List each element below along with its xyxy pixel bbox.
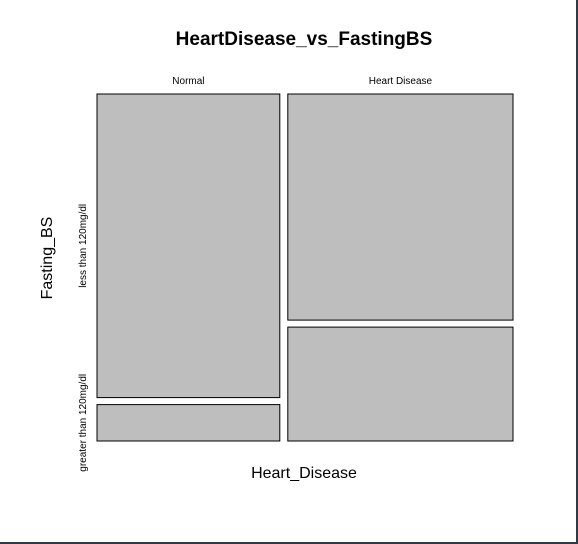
chart-title: HeartDisease_vs_FastingBS (176, 29, 433, 50)
y-axis-label: Fasting_BS (39, 217, 56, 300)
mosaic-cell-0-1 (96, 404, 281, 442)
x-tick-label: Normal (172, 76, 204, 87)
y-tick-labels: less than 120mg/dl greater than 120mg/dl (78, 204, 89, 472)
y-tick-label: less than 120mg/dl (78, 204, 89, 288)
x-tick-labels: Normal Heart Disease (172, 76, 432, 87)
x-tick-label: Heart Disease (369, 76, 433, 87)
y-tick-label: greater than 120mg/dl (78, 374, 89, 472)
x-axis-label: Heart_Disease (251, 465, 357, 482)
mosaic-cells (96, 93, 514, 442)
mosaic-cell-0-0 (96, 93, 281, 399)
mosaic-cell-1-1 (287, 326, 514, 442)
mosaic-cell-1-0 (287, 93, 514, 321)
